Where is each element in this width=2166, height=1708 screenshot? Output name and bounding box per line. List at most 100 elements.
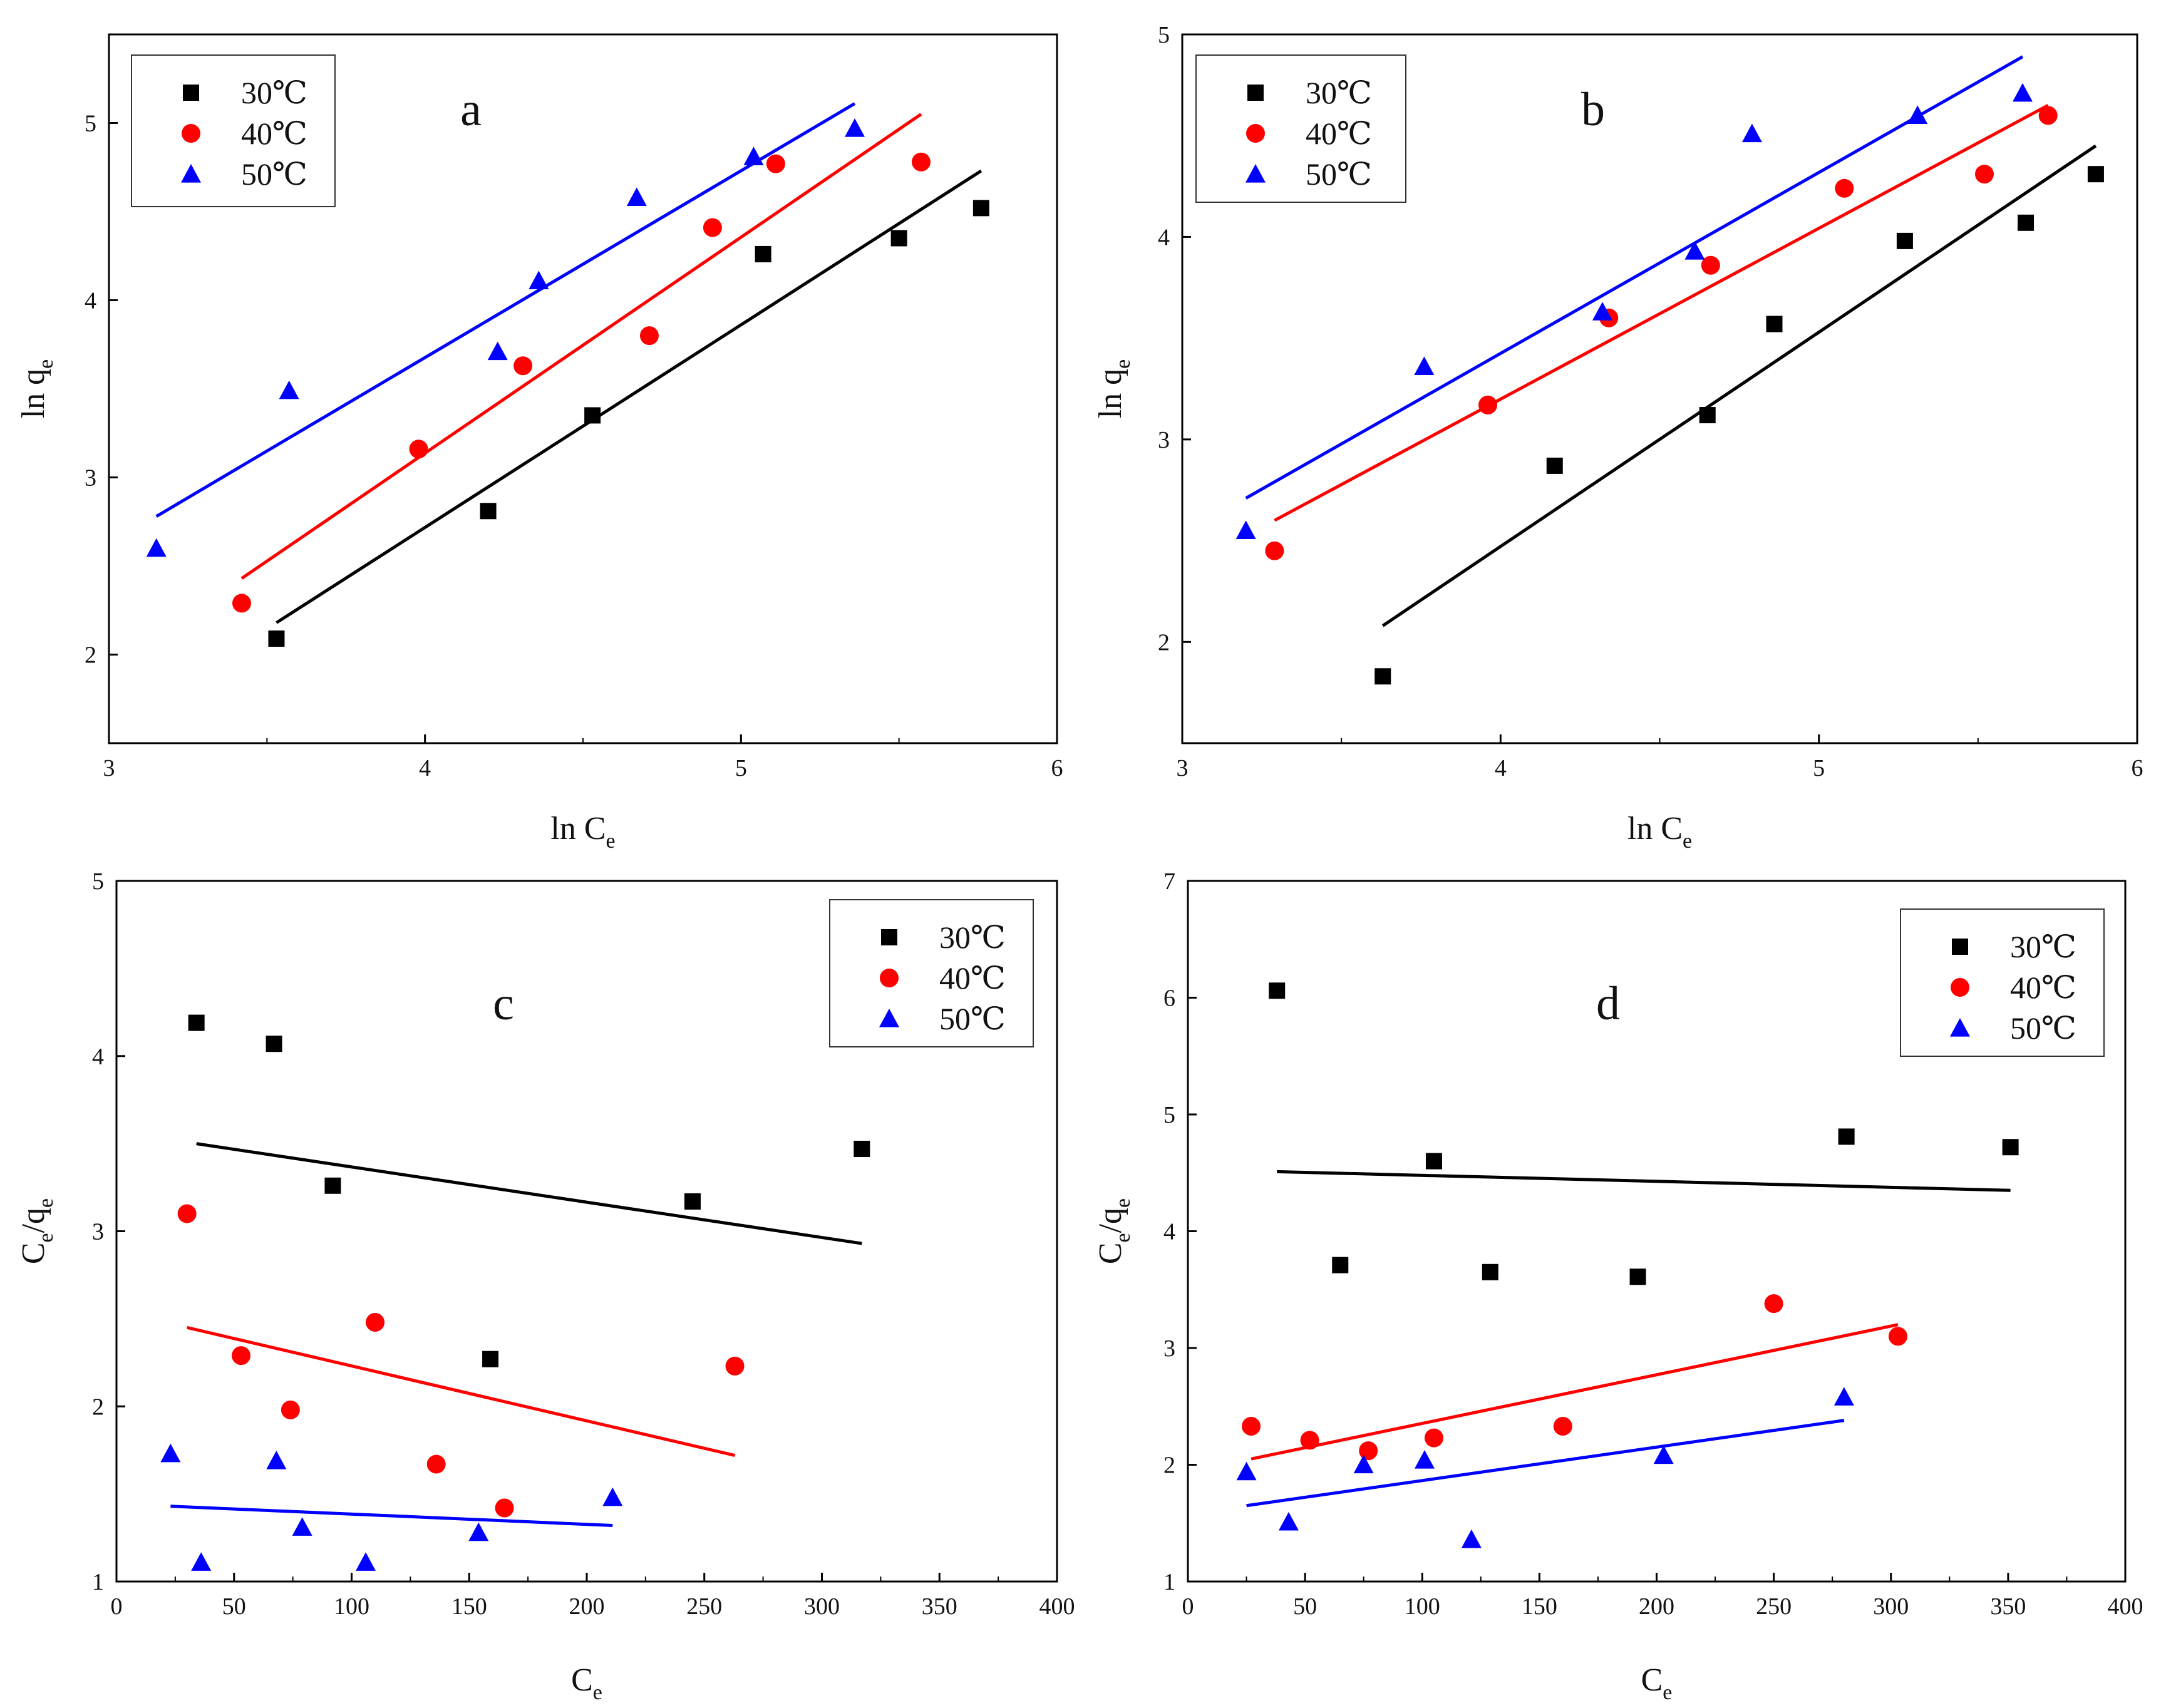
triangle-marker [1741,123,1762,143]
circle-marker [639,326,659,346]
legend-circle-marker [182,124,200,143]
triangle-marker [1653,1445,1674,1464]
legend-circle-marker [880,969,899,987]
panel-letter: c [493,977,514,1030]
legend-label: 50℃ [241,157,307,192]
legend-label: 40℃ [939,960,1006,995]
x-axis-label-main: ln C [550,811,606,846]
circle-marker [1478,395,1497,414]
legend-box [1900,908,2105,1057]
legend-square-marker [881,929,897,945]
x-tick-label: 250 [686,1593,722,1620]
circle-marker [2038,106,2058,125]
y-tick-label: 2 [1158,629,1170,656]
series-30℃ [1269,982,2019,1285]
square-marker [1546,457,1563,474]
square-marker [972,200,989,217]
x-axis-label: ln Ce [550,811,615,853]
x-tick-label: 50 [222,1593,246,1620]
legend-box [131,54,336,207]
triangle-marker [1461,1529,1482,1548]
legend-circle-marker [1951,978,1969,997]
fit-line [187,1325,736,1458]
triangle-marker [743,147,764,165]
legend-circle-marker [1246,124,1265,143]
y-tick-label: 4 [1163,1219,1175,1245]
y-tick-label: 2 [85,642,96,669]
y-axis-label-subscript: e [34,1233,58,1242]
legend-triangle-marker [181,164,201,183]
triangle-marker [1592,302,1612,321]
x-axis-label-subscript: e [593,1681,602,1704]
legend-triangle-marker [879,1009,899,1027]
triangle-marker [1833,1387,1854,1406]
triangle-marker [292,1517,312,1536]
y-tick-label: 2 [92,1394,104,1420]
series-40℃ [232,113,931,613]
circle-marker [1300,1431,1319,1450]
circle-marker [409,440,428,459]
y-tick-label: 6 [1163,985,1175,1012]
fit-line [240,113,922,580]
y-tick-label: 1 [1163,1569,1175,1595]
x-axis-label-subscript: e [1663,1681,1672,1704]
legend: 30℃ 40℃ 50℃ [1900,908,2105,1057]
triangle-marker [279,380,299,399]
series-40℃ [177,1204,745,1518]
y-axis-label-rest: /q [1093,1208,1128,1233]
triangle-marker [468,1522,489,1541]
circle-marker [911,152,931,172]
x-tick-label: 6 [2132,755,2143,781]
series-40℃ [1242,1294,1907,1461]
circle-marker [1553,1416,1572,1436]
legend-triangle-marker [1245,164,1266,183]
x-tick-label: 3 [103,755,115,781]
legend-label: 30℃ [2010,929,2076,964]
legend-label: 30℃ [1306,75,1372,110]
y-tick-label: 3 [1158,427,1170,453]
triangle-marker [2013,83,2033,102]
fit-line [1274,103,2049,522]
y-tick-label: 3 [1163,1335,1175,1362]
x-tick-label: 0 [1182,1593,1194,1620]
square-marker [854,1141,870,1158]
square-marker [188,1014,205,1031]
circle-marker [513,356,533,376]
x-tick-label: 50 [1293,1593,1317,1620]
y-axis-label: Ce/qe [1093,1198,1135,1264]
series-30℃ [268,169,989,647]
triangle-marker [1907,105,1928,124]
square-marker [1425,1153,1442,1170]
y-tick-label: 1 [92,1569,104,1595]
triangle-marker [1414,356,1435,376]
legend-label: 40℃ [2010,970,2076,1005]
fit-line [196,1142,862,1245]
fit-line [1277,1170,2011,1192]
circle-marker [1242,1416,1261,1436]
x-tick-label: 6 [1051,755,1063,781]
circle-marker [1359,1441,1378,1461]
fit-line [1251,1323,1899,1461]
x-axis-label-main: C [571,1662,593,1698]
y-tick-label: 2 [1163,1453,1175,1479]
x-tick-label: 350 [922,1593,957,1620]
triangle-marker [146,538,167,557]
x-axis-label: ln Ce [1627,811,1692,853]
y-tick-label: 4 [92,1044,104,1070]
circle-marker [281,1400,300,1419]
y-axis-label-rest: /q [16,1208,51,1233]
triangle-marker [602,1487,623,1506]
square-marker [1629,1268,1646,1285]
series-30℃ [188,1014,870,1367]
fit-line [155,102,856,518]
circle-marker [1888,1327,1907,1346]
square-marker [890,230,907,247]
triangle-marker [1414,1450,1435,1469]
y-tick-label: 4 [1158,224,1170,250]
y-axis-label-subscript: e [34,359,58,369]
x-axis-label: Ce [1641,1662,1673,1704]
y-axis-label-subscript: e [1111,359,1135,369]
triangle-marker [1353,1454,1374,1474]
